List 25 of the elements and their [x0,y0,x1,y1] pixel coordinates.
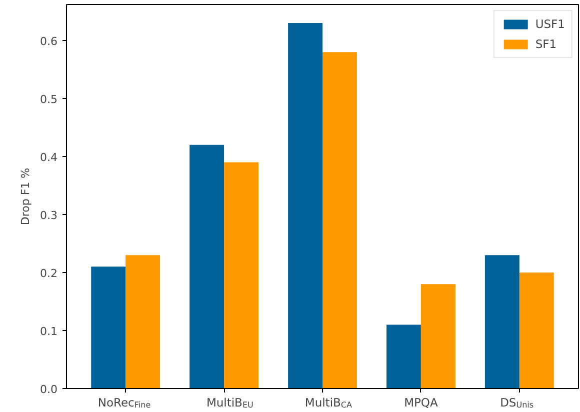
bar [484,255,520,388]
x-tick-label: NoRecFine [98,396,151,410]
x-tick-label: MPQA [404,396,438,410]
legend-label: USF1 [535,17,565,31]
y-tick-label: 0.0 [40,383,58,396]
bar [190,144,224,388]
bar [386,324,421,388]
y-axis-title: Drop F1 % [19,168,32,226]
y-tick-label: 0.5 [40,92,58,106]
x-tick-label: MultiBCA [304,396,352,410]
legend-label: SF1 [535,37,557,51]
y-tick-label: 0.3 [40,208,58,222]
y-tick-label: 0.2 [40,266,58,280]
bar [322,52,357,388]
bar [91,266,126,388]
y-tick-label: 0.4 [40,150,58,164]
bar [126,255,160,388]
bar [420,284,456,388]
x-tick-label: DSUnis [500,396,534,410]
x-tick-label: MultiBEU [206,396,254,410]
y-tick-label: 0.1 [40,324,58,338]
bar [224,162,258,388]
bar [288,23,322,388]
bar [519,272,554,388]
y-tick-label: 0.6 [40,34,58,48]
